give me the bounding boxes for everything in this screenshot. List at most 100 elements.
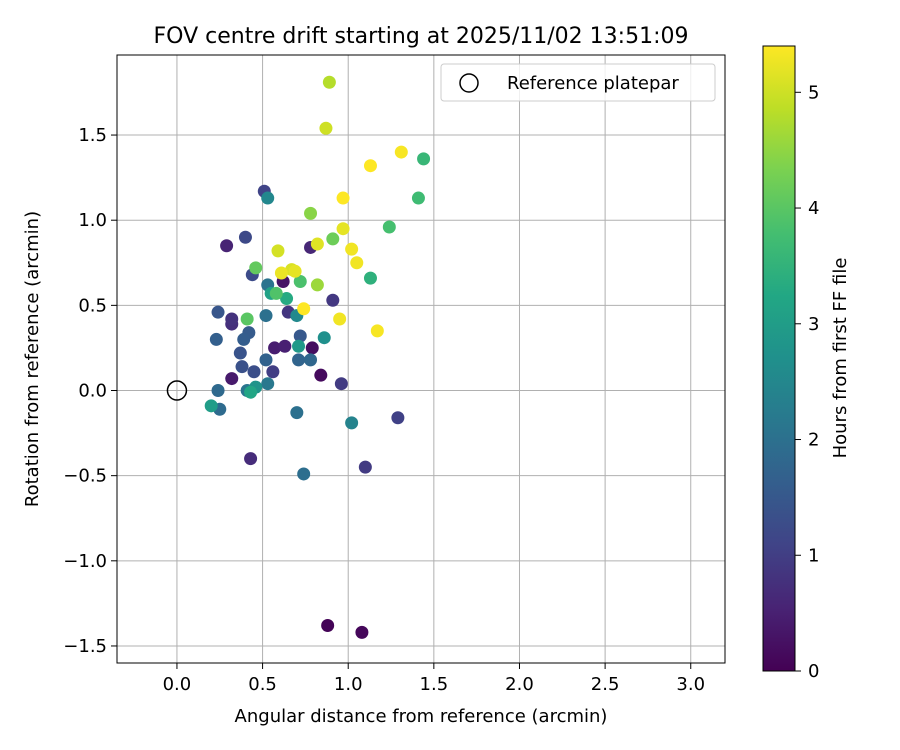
- y-tick-label: 0.0: [78, 381, 107, 402]
- scatter-plot: 0.0 0.5 1.0 1.5 2.0 2.5 3.0 −1.5 −1.0 −0.5 0.0 0.5…: [63, 54, 726, 695]
- colorbar-tick-label: 2: [808, 430, 819, 451]
- grid-lines: [117, 55, 725, 663]
- reference-marker-group: [166, 380, 188, 401]
- colorbar: 0 1 2 3 4 5 Hours from first FF file: [762, 45, 851, 682]
- data-point: [321, 619, 335, 633]
- data-point: [293, 275, 307, 289]
- y-tick-label: 1.0: [78, 210, 107, 231]
- data-point: [322, 75, 336, 89]
- data-point: [235, 360, 249, 374]
- data-point: [363, 271, 377, 285]
- data-point: [326, 293, 340, 307]
- data-point: [292, 339, 306, 353]
- data-point: [394, 145, 408, 159]
- x-axis-label: Angular distance from reference (arcmin): [235, 706, 608, 727]
- y-tick-label: −1.0: [63, 551, 107, 572]
- data-point: [391, 411, 405, 425]
- legend-box: [440, 63, 716, 102]
- data-point: [304, 206, 318, 220]
- data-point: [247, 365, 261, 379]
- data-point: [261, 377, 275, 391]
- x-tick-label: 1.5: [420, 674, 449, 695]
- data-point: [326, 232, 340, 246]
- data-point: [334, 377, 348, 391]
- data-point: [274, 266, 288, 280]
- data-point: [297, 302, 311, 316]
- x-tick-label: 2.5: [591, 674, 620, 695]
- y-tick-label: 1.5: [78, 125, 107, 146]
- x-axis-ticks: 0.0 0.5 1.0 1.5 2.0 2.5 3.0: [163, 663, 705, 695]
- data-point: [259, 353, 273, 367]
- data-point: [211, 384, 225, 398]
- data-point: [269, 286, 283, 300]
- data-point: [237, 332, 251, 346]
- data-point: [290, 406, 304, 420]
- colorbar-gradient: [762, 45, 796, 672]
- y-tick-label: −1.5: [63, 636, 107, 657]
- legend-reference-marker: [459, 73, 479, 93]
- colorbar-tick-label: 1: [808, 545, 819, 566]
- legend: Reference platepar: [440, 63, 716, 102]
- data-point: [292, 353, 306, 367]
- data-point: [319, 121, 333, 135]
- data-point: [336, 191, 350, 205]
- colorbar-tick-label: 3: [808, 314, 819, 335]
- data-point: [304, 353, 318, 367]
- data-point: [211, 305, 225, 319]
- data-point: [249, 261, 263, 275]
- x-tick-label: 1.0: [334, 674, 363, 695]
- data-point: [278, 339, 292, 353]
- data-point: [310, 237, 324, 251]
- data-point: [310, 278, 324, 292]
- data-point: [345, 416, 359, 430]
- data-point: [336, 222, 350, 236]
- data-point: [317, 331, 331, 345]
- data-point: [358, 460, 372, 474]
- data-point: [355, 625, 369, 639]
- data-point: [244, 452, 258, 466]
- data-point: [268, 341, 282, 355]
- data-point: [271, 244, 285, 258]
- x-tick-label: 3.0: [676, 674, 705, 695]
- data-point: [333, 312, 347, 326]
- data-point: [225, 372, 239, 386]
- data-point: [204, 399, 218, 413]
- data-point: [259, 309, 273, 323]
- colorbar-tick-label: 4: [808, 198, 819, 219]
- chart-title: FOV centre drift starting at 2025/11/02 …: [154, 24, 689, 49]
- colorbar-label: Hours from first FF file: [830, 258, 851, 459]
- data-point: [363, 159, 377, 173]
- plot-frame: [116, 54, 726, 664]
- colorbar-tick-label: 5: [808, 82, 819, 103]
- x-tick-label: 0.5: [248, 674, 277, 695]
- colorbar-tick-label: 0: [808, 661, 819, 682]
- data-point: [220, 239, 234, 253]
- data-point: [225, 312, 239, 326]
- data-point: [233, 346, 247, 360]
- data-point: [293, 329, 307, 343]
- data-point: [411, 191, 425, 205]
- data-point: [261, 191, 275, 205]
- data-point: [417, 152, 431, 166]
- x-tick-label: 2.0: [505, 674, 534, 695]
- data-point: [280, 292, 294, 306]
- y-axis-ticks: −1.5 −1.0 −0.5 0.0 0.5 1.0 1.5: [63, 125, 117, 657]
- y-tick-label: 0.5: [78, 295, 107, 316]
- legend-entry-reference: Reference platepar: [507, 73, 679, 94]
- data-points: [204, 75, 431, 639]
- data-point: [314, 368, 328, 382]
- colorbar-ticks: 0 1 2 3 4 5: [795, 82, 819, 682]
- data-point: [238, 230, 252, 244]
- data-point: [382, 220, 396, 234]
- plot-area: [117, 55, 725, 663]
- x-tick-label: 0.0: [163, 674, 192, 695]
- data-point: [370, 324, 384, 338]
- data-point: [350, 256, 364, 270]
- data-point: [345, 242, 359, 256]
- y-axis-label: Rotation from reference (arcmin): [22, 211, 43, 507]
- data-point: [297, 467, 311, 481]
- y-tick-label: −0.5: [63, 466, 107, 487]
- data-point: [240, 312, 254, 326]
- data-point: [209, 332, 223, 346]
- data-point: [288, 264, 302, 278]
